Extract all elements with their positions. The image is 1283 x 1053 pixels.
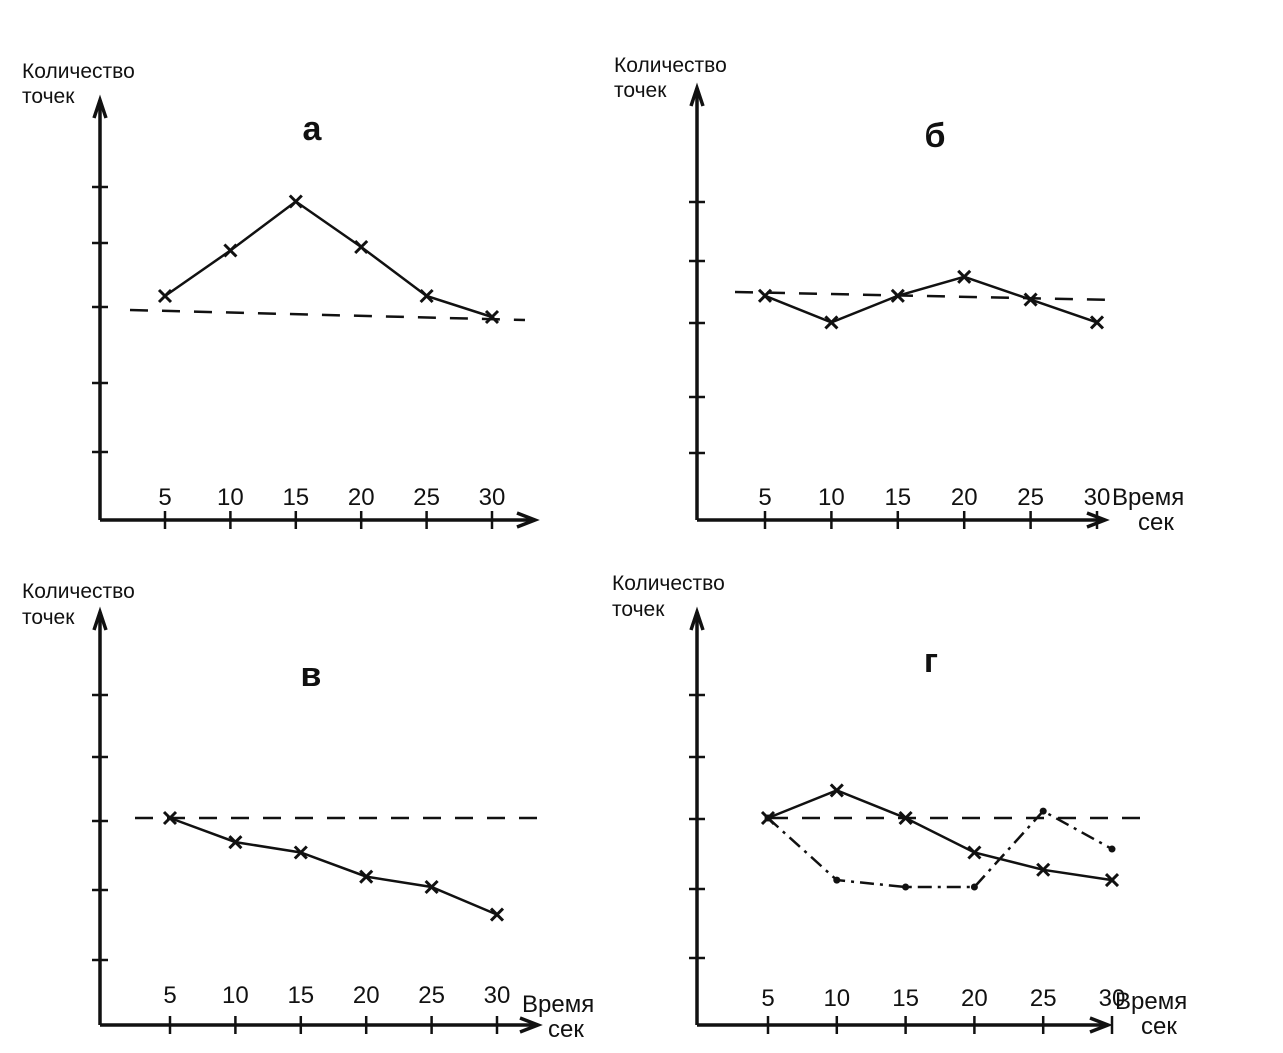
x-axis-arrow xyxy=(516,511,540,529)
y-axis-label-line-2: точек xyxy=(22,606,75,629)
x-axis-label-line-2: сек xyxy=(1141,1013,1177,1040)
x-tick-label-20: 20 xyxy=(348,484,375,511)
series-1-point-25 xyxy=(424,879,439,895)
x-tick-label-25: 25 xyxy=(1030,985,1057,1012)
series-1-point-15 xyxy=(898,810,913,826)
panel-letter: а xyxy=(303,110,323,148)
series-1-point-5 xyxy=(157,288,173,304)
x-tick-label-20: 20 xyxy=(961,985,988,1012)
x-tick-label-25: 25 xyxy=(1017,484,1044,511)
y-axis-arrow xyxy=(689,606,705,631)
x-tick-label-15: 15 xyxy=(282,484,309,511)
y-axis-label-line-2: точек xyxy=(612,598,665,621)
reference-line xyxy=(734,290,1116,302)
y-axis-label-line-1: Количество xyxy=(22,580,135,603)
x-axis-label-line-2: сек xyxy=(548,1016,584,1043)
series-2-point-10 xyxy=(833,876,841,884)
series-1-point-20 xyxy=(957,269,972,284)
y-axis-label-line-1: Количество xyxy=(614,54,727,77)
x-tick-label-5: 5 xyxy=(163,982,176,1009)
series-2-point-25 xyxy=(1039,807,1047,815)
series-1-point-15 xyxy=(288,194,303,209)
panel-letter: в xyxy=(301,656,322,694)
series-1-point-25 xyxy=(1023,292,1038,307)
x-tick-label-20: 20 xyxy=(951,484,978,511)
series-1-point-10 xyxy=(829,783,844,798)
x-tick-label-10: 10 xyxy=(818,484,845,511)
x-axis-label-line-1: Время xyxy=(522,991,594,1018)
series-2-point-30 xyxy=(1108,845,1116,853)
series-1-point-25 xyxy=(1036,862,1051,877)
series-1-point-30 xyxy=(489,907,505,922)
series-2-point-15 xyxy=(902,883,910,891)
series-2-line xyxy=(767,809,1113,889)
series-1-point-5 xyxy=(162,810,178,826)
x-axis-label-line-1: Время xyxy=(1115,988,1187,1015)
x-tick-label-10: 10 xyxy=(217,484,244,511)
series-1-point-10 xyxy=(223,243,238,258)
x-tick-label-5: 5 xyxy=(758,484,771,511)
series-1-point-20 xyxy=(354,239,369,255)
series-1-line xyxy=(169,816,498,916)
series-1-point-20 xyxy=(359,869,374,884)
y-axis-label-line-2: точек xyxy=(614,79,667,102)
series-1-point-10 xyxy=(824,315,839,330)
series-1-point-15 xyxy=(293,845,308,860)
x-axis-label-line-1: Время xyxy=(1112,484,1184,511)
series-1-point-10 xyxy=(228,835,243,850)
x-axis-arrow xyxy=(1089,1016,1113,1034)
reference-line xyxy=(129,308,526,322)
y-axis-label-line-1: Количество xyxy=(612,572,725,595)
series-2-point-5 xyxy=(764,814,772,822)
x-axis-arrow xyxy=(1086,511,1110,529)
x-tick-label-30: 30 xyxy=(479,484,506,511)
x-tick-label-20: 20 xyxy=(353,982,380,1009)
x-axis-arrow xyxy=(519,1016,543,1034)
series-1-point-5 xyxy=(757,288,773,303)
y-axis-label-line-2: точек xyxy=(22,85,75,108)
x-tick-label-25: 25 xyxy=(413,484,440,511)
panel-letter: г xyxy=(924,642,938,680)
series-1-point-15 xyxy=(890,288,905,303)
series-1-line xyxy=(764,275,1098,324)
series-1-line xyxy=(164,199,493,319)
x-tick-label-25: 25 xyxy=(418,982,445,1009)
x-tick-label-15: 15 xyxy=(287,982,314,1009)
x-tick-label-10: 10 xyxy=(222,982,249,1009)
x-tick-label-5: 5 xyxy=(761,985,774,1012)
series-1-point-25 xyxy=(419,288,434,304)
series-1-point-30 xyxy=(1089,315,1105,330)
series-1-point-20 xyxy=(967,845,982,860)
series-1-line xyxy=(767,789,1113,882)
x-tick-label-30: 30 xyxy=(484,982,511,1009)
series-1-point-30 xyxy=(1104,873,1120,888)
x-axis-label-line-2: сек xyxy=(1138,509,1174,536)
series-2-point-20 xyxy=(970,883,978,891)
series-1-point-30 xyxy=(484,309,500,325)
x-tick-label-10: 10 xyxy=(823,985,850,1012)
y-axis-arrow xyxy=(92,606,108,631)
x-tick-label-15: 15 xyxy=(884,484,911,511)
panel-letter: б xyxy=(924,117,945,155)
x-tick-label-5: 5 xyxy=(158,484,171,511)
x-tick-label-30: 30 xyxy=(1084,484,1111,511)
x-tick-label-30: 30 xyxy=(1099,985,1126,1012)
x-tick-label-15: 15 xyxy=(892,985,919,1012)
y-axis-arrow xyxy=(92,94,108,119)
y-axis-label-line-1: Количество xyxy=(22,60,135,83)
y-axis-arrow xyxy=(689,82,705,107)
